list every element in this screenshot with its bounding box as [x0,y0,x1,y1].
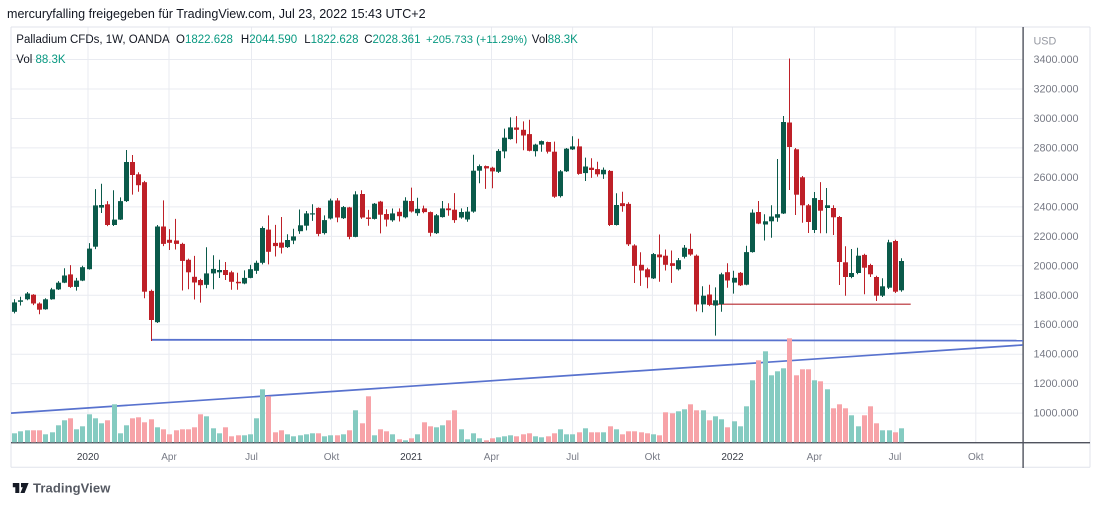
svg-text:2400.000: 2400.000 [1034,201,1079,213]
svg-text:2600.000: 2600.000 [1034,172,1079,184]
svg-text:Jul: Jul [566,452,579,463]
svg-text:2022: 2022 [721,452,744,463]
svg-text:2021: 2021 [400,452,423,463]
svg-text:2020: 2020 [77,452,100,463]
svg-text:Apr: Apr [161,452,177,463]
svg-text:3200.000: 3200.000 [1034,83,1079,95]
svg-text:1200.000: 1200.000 [1034,378,1079,390]
svg-text:Okt: Okt [645,452,661,463]
svg-text:Jul: Jul [245,452,258,463]
svg-text:3400.000: 3400.000 [1034,54,1079,66]
svg-text:2800.000: 2800.000 [1034,142,1079,154]
svg-text:TradingView: TradingView [33,481,111,496]
svg-text:1800.000: 1800.000 [1034,290,1079,302]
svg-text:3000.000: 3000.000 [1034,113,1079,125]
svg-text:2000.000: 2000.000 [1034,260,1079,272]
svg-text:2200.000: 2200.000 [1034,231,1079,243]
svg-text:1000.000: 1000.000 [1034,408,1079,420]
svg-text:1400.000: 1400.000 [1034,349,1079,361]
svg-text:Okt: Okt [324,452,340,463]
svg-text:Apr: Apr [807,452,823,463]
svg-text:USD: USD [1034,35,1057,47]
svg-text:Jul: Jul [889,452,902,463]
svg-text:1600.000: 1600.000 [1034,319,1079,331]
svg-text:Okt: Okt [968,452,984,463]
svg-text:Apr: Apr [484,452,500,463]
